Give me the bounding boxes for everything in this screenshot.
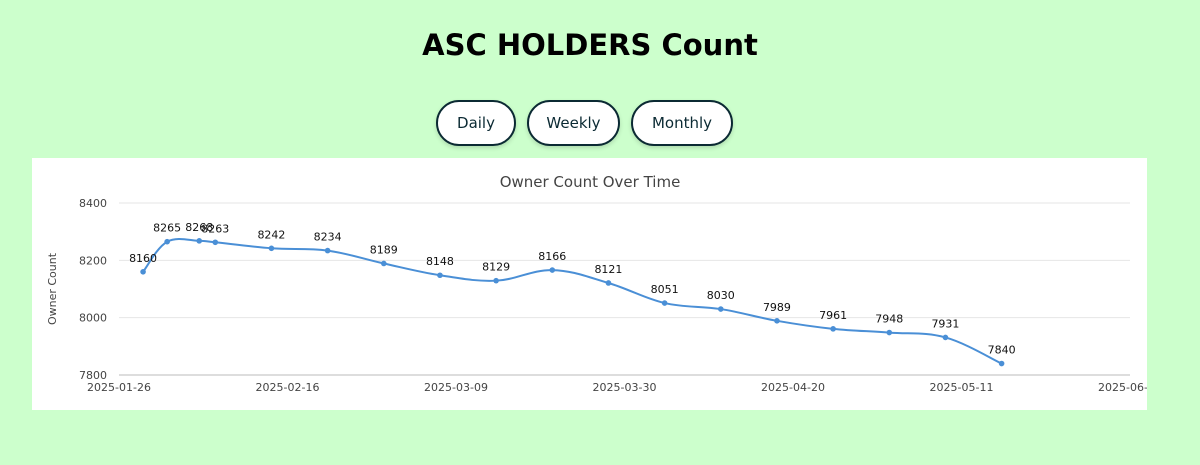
data-point (268, 245, 275, 252)
data-point (774, 318, 780, 324)
data-label: 7948 (875, 313, 903, 326)
x-tick-label: 2025-03-09 (424, 381, 488, 394)
data-label: 8160 (129, 252, 157, 265)
data-point (549, 267, 556, 273)
x-tick-label: 2025-06-01 (1098, 381, 1147, 394)
data-label: 8263 (201, 222, 229, 235)
data-label: 8234 (314, 231, 342, 244)
data-label: 7931 (931, 317, 959, 330)
data-label: 8129 (482, 261, 510, 274)
axis-layer: 7800 8000 8200 8400 2025-01-26 2025-02-16 2025… (79, 197, 1147, 394)
x-tick-label: 2025-01-26 (87, 381, 151, 394)
line-layer (142, 237, 1003, 365)
data-label: 8051 (651, 283, 679, 296)
data-label: 8166 (538, 250, 566, 263)
data-point (164, 238, 170, 245)
y-tick-label: 7800 (79, 369, 107, 382)
y-tick-label: 8200 (79, 254, 107, 267)
x-tick-label: 2025-02-16 (256, 381, 320, 394)
data-label: 8268 (185, 221, 213, 234)
point-layer (140, 238, 1005, 367)
data-point (324, 247, 331, 254)
grid-layer (119, 202, 1130, 319)
weekly-button[interactable]: Weekly (527, 100, 620, 146)
y-tick-label: 8000 (79, 312, 107, 325)
data-point (998, 360, 1005, 367)
data-point (493, 277, 499, 284)
data-point (140, 269, 146, 275)
y-axis-label: Owner Count (46, 252, 59, 325)
data-label: 8265 (153, 222, 181, 235)
owner-count-chart: 7800 8000 8200 8400 2025-01-26 2025-02-16 2025… (46, 173, 1147, 394)
data-point (437, 272, 443, 279)
data-label: 8148 (426, 255, 454, 268)
data-point (605, 280, 612, 286)
data-label: 8030 (707, 289, 735, 302)
data-point (942, 334, 949, 341)
data-point (717, 306, 724, 312)
data-label: 8242 (257, 228, 285, 241)
data-label: 7840 (988, 344, 1016, 357)
chart-panel: 7800 8000 8200 8400 2025-01-26 2025-02-16 2025… (32, 158, 1147, 410)
data-point (661, 300, 668, 306)
series-line (142, 237, 1003, 365)
daily-button[interactable]: Daily (436, 100, 516, 146)
chart-title: Owner Count Over Time (500, 173, 681, 191)
x-tick-label: 2025-03-30 (593, 381, 657, 394)
data-label: 7961 (819, 309, 847, 322)
y-tick-label: 8400 (79, 197, 107, 210)
data-point (196, 238, 203, 244)
x-tick-label: 2025-04-20 (761, 381, 825, 394)
data-label: 8189 (370, 243, 398, 256)
monthly-button[interactable]: Monthly (631, 100, 733, 146)
x-tick-label: 2025-05-11 (930, 381, 994, 394)
data-point (830, 326, 836, 332)
range-button-group: Daily Weekly Monthly (436, 100, 733, 146)
data-point (380, 260, 387, 267)
data-point (886, 329, 893, 336)
data-label: 7989 (763, 301, 791, 314)
data-label: 8121 (594, 263, 622, 276)
data-point (212, 239, 219, 246)
page-title: ASC HOLDERS Count (422, 28, 758, 62)
